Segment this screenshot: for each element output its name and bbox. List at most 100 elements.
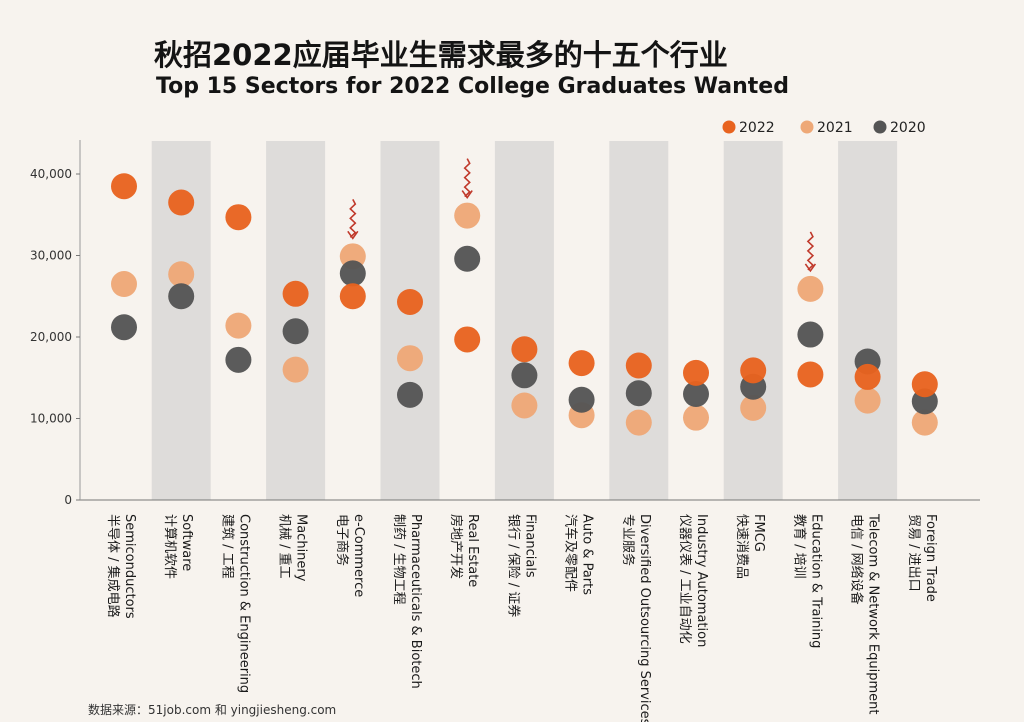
point-2022: [568, 350, 595, 377]
y-tick-label: 10,000: [30, 412, 72, 426]
point-2021: [511, 392, 538, 419]
category-label-zh: 汽车及零配件: [563, 514, 579, 592]
data-source-note: 数据来源：51job.com 和 yingjiesheng.com: [88, 703, 337, 717]
point-2021: [854, 387, 881, 414]
category-label-en: Telecom & Network Equipment: [866, 513, 881, 714]
chart-title-zh: 秋招2022应届毕业生需求最多的十五个行业: [154, 38, 728, 72]
legend-label-2021: 2021: [817, 120, 853, 136]
category-label-en: FMCG: [751, 514, 766, 552]
point-2020: [454, 245, 481, 272]
point-2022: [397, 288, 423, 315]
category-label-en: Industry Automation: [694, 514, 709, 647]
decline-arrow-head: [461, 190, 473, 199]
category-label-en: e-Commerce: [351, 514, 366, 597]
legend-label-2020: 2020: [890, 120, 926, 136]
decline-arrow-head: [804, 263, 817, 273]
point-2022: [111, 173, 137, 200]
category-band: [609, 141, 669, 500]
decline-arrow-head: [347, 230, 359, 240]
legend-swatch-2020: [873, 120, 887, 134]
point-2020: [568, 386, 595, 413]
decline-arrow-shaft: [806, 231, 815, 271]
legend-swatch-2022: [722, 120, 736, 134]
chart-title-en: Top 15 Sectors for 2022 College Graduate…: [156, 74, 789, 99]
y-tick-label: 40,000: [30, 167, 72, 181]
y-tick-label: 30,000: [30, 249, 72, 263]
point-2022: [854, 363, 881, 390]
decline-arrows: [347, 158, 817, 273]
point-2020: [797, 321, 824, 348]
point-2020: [111, 314, 137, 341]
point-2022: [683, 359, 709, 386]
point-2022: [168, 189, 195, 216]
point-2022: [797, 361, 824, 388]
category-label-zh: 机械 / 重工: [277, 514, 293, 579]
category-band: [838, 141, 898, 500]
decline-arrow-shaft: [349, 198, 357, 238]
category-label-en: Diversified Outsourcing Services: [637, 514, 652, 722]
point-2022: [625, 352, 652, 379]
category-label-en: Education & Training: [808, 514, 823, 648]
point-2022: [225, 204, 252, 231]
point-2020: [683, 381, 709, 408]
point-2022: [339, 283, 366, 310]
point-2021: [168, 261, 195, 288]
point-2020: [625, 380, 652, 407]
point-2022: [911, 371, 938, 398]
point-2021: [683, 404, 709, 431]
legend: 2022 2021 2020: [722, 120, 926, 136]
legend-swatch-2021: [800, 120, 814, 134]
point-2020: [339, 260, 366, 287]
category-label-zh: 建筑 / 工程: [219, 514, 235, 579]
point-2022: [511, 336, 538, 363]
point-2021: [740, 394, 767, 421]
legend-label-2022: 2022: [739, 120, 775, 136]
y-axis: 0 10,000 20,000 30,000 40,000: [30, 140, 980, 507]
category-label-zh: 电信 / 网络设备: [849, 514, 865, 605]
category-label-zh: 制药 / 生物工程: [391, 514, 406, 605]
category-label-en: Semiconductors: [122, 514, 137, 619]
category-label-en: Auto & Parts: [580, 514, 595, 595]
category-band: [494, 141, 554, 500]
category-label-zh: 银行 / 保险 / 证券: [505, 514, 521, 617]
point-2021: [225, 312, 252, 339]
category-label-en: Software: [179, 514, 194, 571]
category-label-en: Construction & Engineering: [236, 514, 251, 693]
category-label-en: Financials: [522, 514, 537, 578]
point-2021: [797, 275, 824, 302]
category-label-en: Real Estate: [465, 514, 480, 587]
decline-arrow-shaft: [463, 158, 471, 198]
category-label-zh: 房地产开发: [448, 514, 464, 579]
category-label-zh: 贸易 / 进出口: [906, 514, 921, 592]
point-2022: [454, 326, 481, 353]
point-2021: [454, 202, 481, 229]
point-2021: [911, 409, 938, 436]
point-2020: [168, 283, 195, 310]
category-label-zh: 快速消费品: [734, 514, 749, 579]
y-tick-label: 0: [64, 493, 72, 507]
category-label-en: Machinery: [294, 514, 309, 582]
category-label-zh: 仪器仪表 / 工业自动化: [677, 514, 692, 644]
point-2022: [740, 357, 767, 384]
category-band: [723, 141, 783, 500]
category-label-zh: 教育 / 培训: [791, 514, 807, 579]
category-band: [380, 141, 440, 500]
point-2020: [397, 381, 423, 408]
category-bands: [151, 141, 898, 500]
y-tick-label: 20,000: [30, 330, 72, 344]
category-label-en: Foreign Trade: [923, 514, 938, 602]
